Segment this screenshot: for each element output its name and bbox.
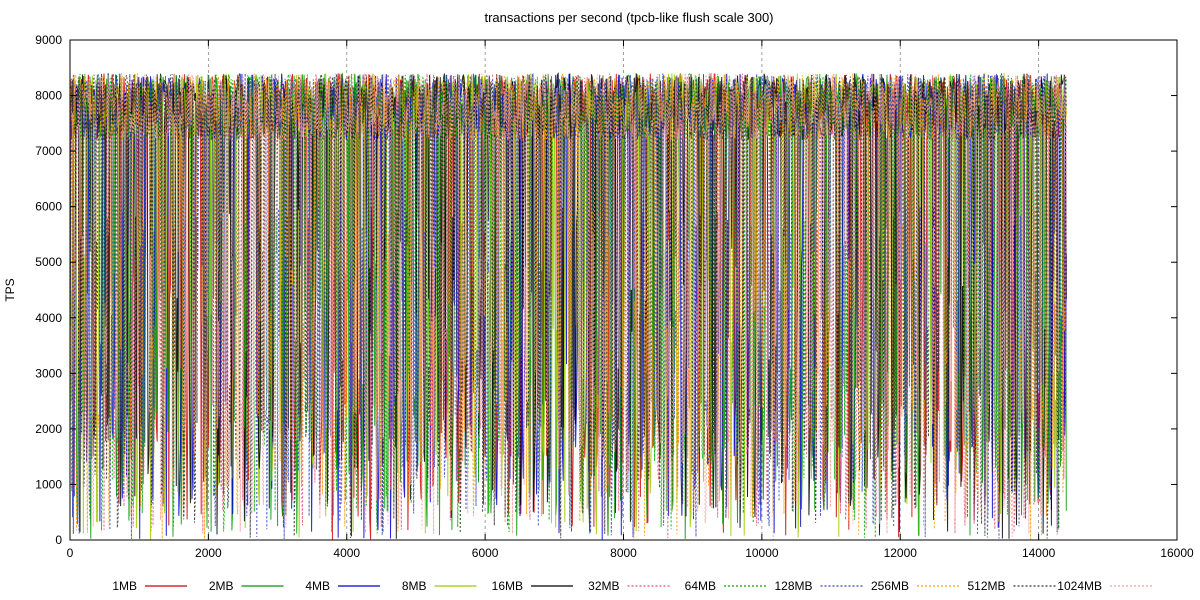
y-tick-label: 1000 <box>35 477 62 491</box>
legend-label-16MB: 16MB <box>492 579 523 593</box>
series-line-32MB <box>69 71 1067 539</box>
y-tick-label: 5000 <box>35 255 62 269</box>
y-tick-label: 4000 <box>35 311 62 325</box>
y-tick-label: 0 <box>55 533 62 547</box>
legend: 1MB 2MB 4MB 8MB 16MB 32MB 64MB 128MB 256MB 512MB 1… <box>112 579 1152 593</box>
legend-label-2MB: 2MB <box>209 579 234 593</box>
legend-label-1MB: 1MB <box>112 579 137 593</box>
legend-label-4MB: 4MB <box>305 579 330 593</box>
series-line-64MB <box>69 72 1067 538</box>
legend-label-128MB: 128MB <box>774 579 812 593</box>
legend-label-64MB: 64MB <box>685 579 716 593</box>
x-tick-label: 10000 <box>745 546 779 560</box>
x-tick-label: 14000 <box>1022 546 1056 560</box>
axis-ticks: 0 2000 4000 6000 8000 10000 12000 14000 16000 0 10… <box>35 33 1194 560</box>
y-tick-label: 7000 <box>35 144 62 158</box>
x-tick-label: 16000 <box>1160 546 1194 560</box>
y-tick-label: 8000 <box>35 89 62 103</box>
chart-title: transactions per second (tpcb-like flush… <box>484 10 773 25</box>
x-tick-label: 2000 <box>195 546 222 560</box>
x-tick-label: 8000 <box>610 546 637 560</box>
x-tick-label: 6000 <box>472 546 499 560</box>
legend-label-8MB: 8MB <box>402 579 427 593</box>
legend-label-1024MB: 1024MB <box>1057 579 1102 593</box>
series-line-128MB <box>69 73 1067 540</box>
legend-label-32MB: 32MB <box>588 579 619 593</box>
y-tick-label: 2000 <box>35 422 62 436</box>
legend-label-512MB: 512MB <box>967 579 1005 593</box>
y-axis-label: TPS <box>3 278 17 301</box>
x-tick-label: 0 <box>67 546 74 560</box>
x-tick-label: 4000 <box>333 546 360 560</box>
series-layer <box>69 71 1067 541</box>
y-tick-label: 3000 <box>35 366 62 380</box>
x-tick-label: 12000 <box>884 546 918 560</box>
legend-label-256MB: 256MB <box>871 579 909 593</box>
y-tick-label: 6000 <box>35 200 62 214</box>
y-tick-label: 9000 <box>35 33 62 47</box>
